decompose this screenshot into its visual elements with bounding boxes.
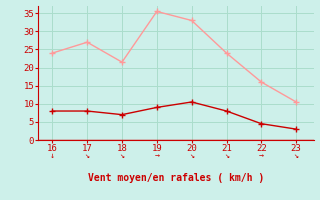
Text: ↘: ↘ — [224, 151, 229, 160]
Text: ↘: ↘ — [294, 151, 299, 160]
Text: ↓: ↓ — [50, 151, 55, 160]
Text: ↘: ↘ — [189, 151, 194, 160]
Text: →: → — [259, 151, 264, 160]
X-axis label: Vent moyen/en rafales ( km/h ): Vent moyen/en rafales ( km/h ) — [88, 173, 264, 183]
Text: ↘: ↘ — [85, 151, 90, 160]
Text: ↘: ↘ — [119, 151, 124, 160]
Text: →: → — [154, 151, 159, 160]
